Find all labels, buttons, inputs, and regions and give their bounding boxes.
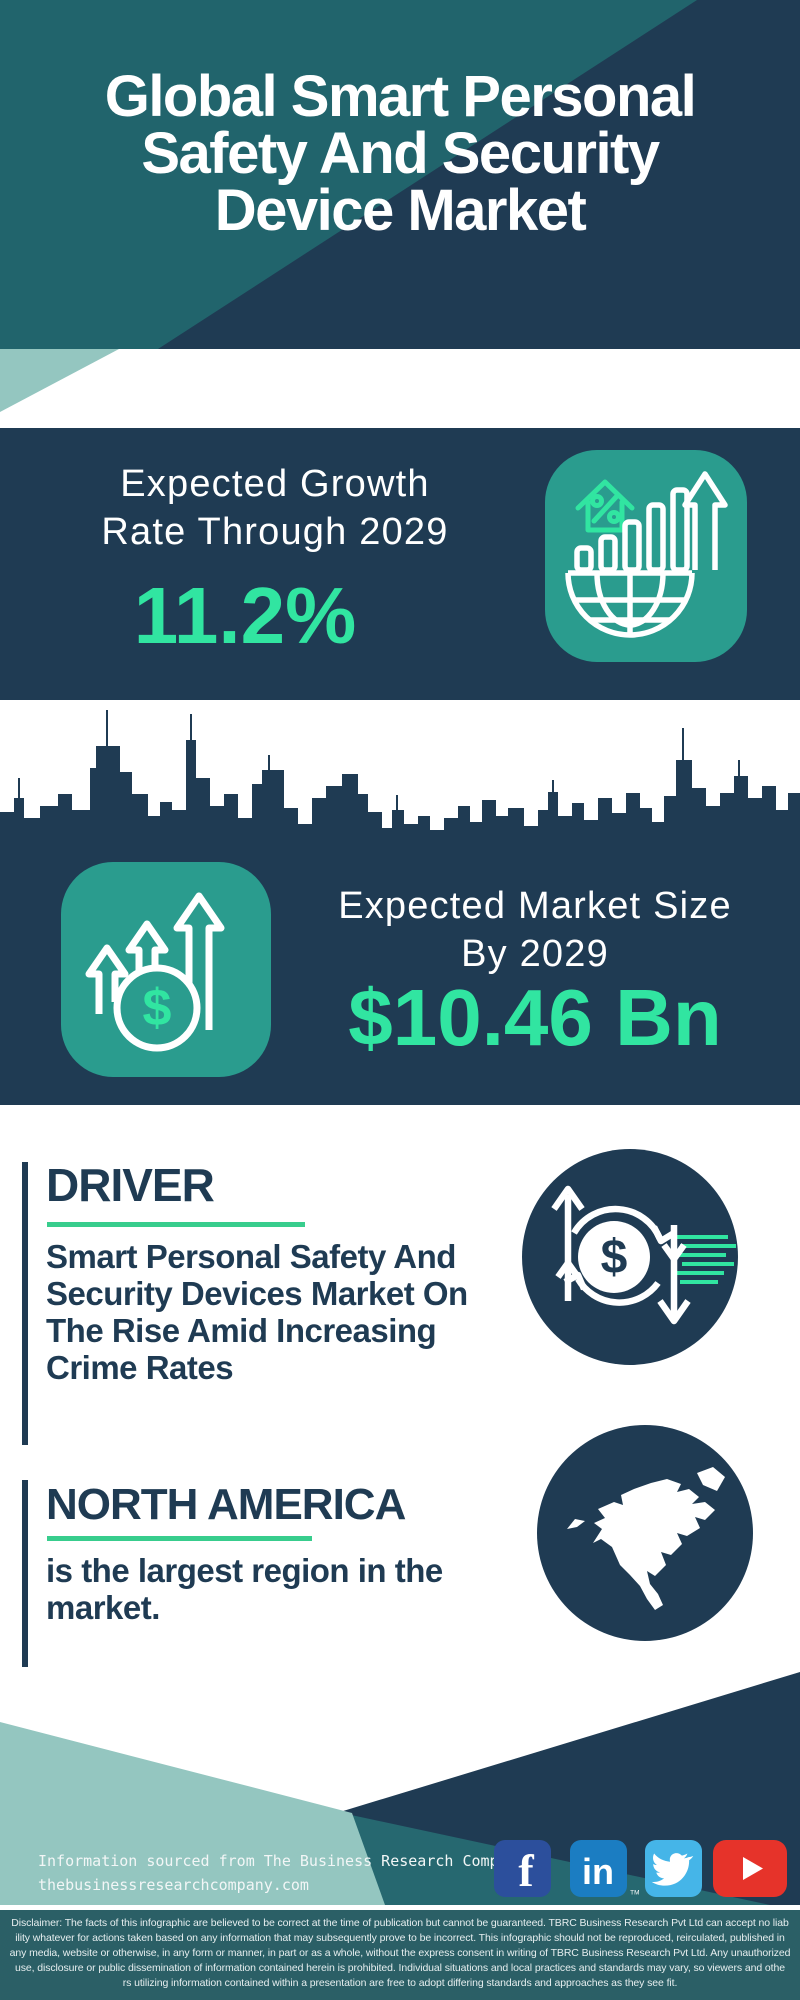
disclaimer-line: any media, website or otherwise, in any … [9,1947,791,1959]
dollar-circle-icon [578,1221,650,1293]
dollar-circle-icon [113,964,201,1052]
driver-text: Smart Personal Safety And Security Devic… [46,1238,468,1386]
growth-heading: Expected Growth Rate Through 2029 [30,460,520,556]
market-growth-arrows-icon: $ [61,862,271,1077]
region-underline [47,1536,312,1541]
disclaimer-line: ility whatever for actions taken based o… [15,1932,785,1944]
facebook-icon[interactable]: f [494,1840,551,1897]
money-flow-icon: $ [522,1149,738,1365]
market-size-heading: Expected Market Size By 2029 [290,882,780,978]
north-america-silhouette [567,1467,725,1610]
region-accent-bar [22,1480,28,1667]
city-skyline [0,710,800,858]
refresh-arrows-icon [563,1205,676,1306]
disclaimer-line: Disclaimer: The facts of this infographi… [11,1917,789,1929]
page-title-line1: Global Smart Personal [104,64,697,129]
region-label: NORTH AMERICA [46,1480,406,1529]
north-america-map-icon [537,1425,753,1641]
growth-heading-line1: Expected Growth [120,463,430,505]
growth-chart-globe-icon [545,450,747,662]
linkedin-trademark: TM [630,1888,640,1897]
house-percent-icon [575,479,635,533]
page-title-line2: Safety And Security [141,121,660,186]
speed-lines-icon [672,1235,736,1284]
disclaimer-strip: Disclaimer: The facts of this infographi… [0,1910,800,2000]
footer-separator [0,1905,800,1910]
driver-accent-bar [22,1162,28,1445]
driver-underline [47,1222,305,1227]
globe-icon [565,570,695,638]
growth-heading-line2: Rate Through 2029 [101,511,449,553]
driver-label: DRIVER [46,1159,215,1211]
twitter-icon[interactable] [645,1840,702,1897]
up-arrows-icon [85,892,225,1030]
page-title: Global Smart Personal Safety And Securit… [0,64,800,243]
dollar-sign: $ [601,1231,628,1284]
dollar-sign: $ [143,979,172,1037]
svg-text:in: in [582,1851,614,1892]
disclaimer-line: use, disclosure or public dissemination … [15,1962,785,1974]
header-background [0,0,800,412]
disclaimer-line: rs utilizing information contained withi… [122,1977,678,1989]
svg-text:f: f [518,1845,534,1896]
market-size-value: $10.46 Bn [348,973,722,1062]
source-line: Information sourced from The Business Re… [38,1852,526,1870]
youtube-icon[interactable] [713,1840,787,1897]
growth-rate-value: 11.2% [133,571,357,660]
down-arrow-icon [657,1225,691,1325]
market-size-heading-line2: By 2029 [461,933,609,975]
website-link[interactable]: thebusinessresearchcompany.com [38,1876,309,1894]
rising-bars-icon [574,471,728,573]
page-title-line3: Device Market [214,178,587,243]
market-size-heading-line1: Expected Market Size [338,885,732,927]
linkedin-icon[interactable]: in [570,1840,627,1897]
region-text: is the largest region in the market. [46,1552,443,1626]
